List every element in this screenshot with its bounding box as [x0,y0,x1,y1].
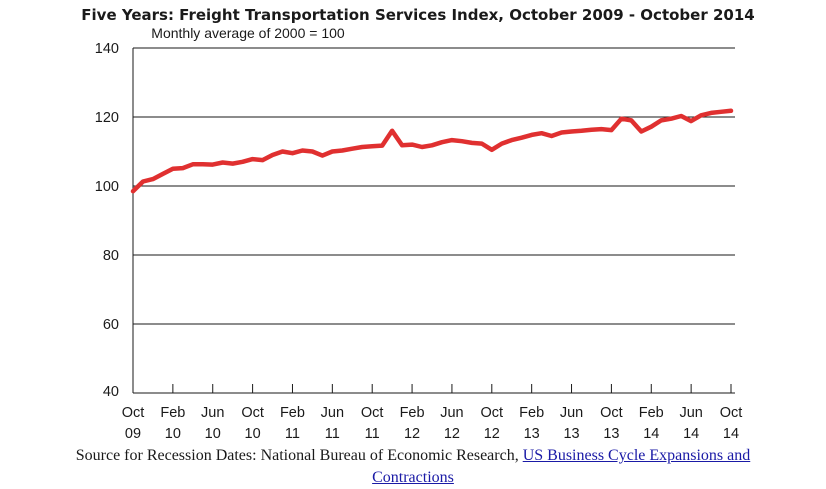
x-tick-month: Jun [321,405,344,421]
x-tick-year: 11 [365,426,380,442]
source-link[interactable]: US Business Cycle Expansions and Contract… [372,447,750,486]
x-tick-month: Jun [560,405,583,421]
y-tick-label: 40 [103,384,119,400]
source-link-line2: Contractions [372,469,454,486]
x-tick-year: 12 [444,426,460,442]
x-axis-ticks: Oct 09 Feb 10 Jun 10 Oct 10 Feb 11 Jun 11 Oct 11 Feb 12… [122,384,743,442]
source-link-line1: US Business Cycle Expansions and [522,447,751,464]
y-tick-label: 80 [103,248,119,264]
x-tick-year: 13 [524,426,540,442]
x-tick-year: 14 [723,426,739,442]
chart-title: Five Years: Freight Transportation Servi… [81,6,754,24]
x-tick-month: Feb [519,405,544,421]
x-tick-month: Jun [679,405,702,421]
chart-subtitle: Monthly average of 2000 = 100 [151,25,345,41]
x-tick-month: Feb [400,405,425,421]
x-tick-year: 12 [484,426,500,442]
x-tick-year: 12 [404,426,420,442]
x-tick-month: Oct [122,405,145,421]
y-axis-tick-labels: 140 120 100 80 60 40 [95,41,119,400]
x-tick-month: Feb [160,405,185,421]
y-tick-label: 100 [95,179,119,195]
gridlines [133,47,735,325]
x-tick-month: Feb [639,405,664,421]
x-tick-month: Oct [241,405,264,421]
x-tick-month: Oct [600,405,623,421]
x-tick-month: Jun [440,405,463,421]
source-text: Source for Recession Dates: National Bur… [75,447,523,464]
x-tick-month: Oct [481,405,504,421]
y-tick-label: 120 [95,110,119,126]
y-tick-label: 60 [103,317,119,333]
x-tick-month: Feb [280,405,305,421]
x-tick-year: 10 [205,426,221,442]
y-tick-label: 140 [95,41,119,57]
x-tick-year: 14 [643,426,659,442]
x-tick-year: 10 [165,426,181,442]
x-tick-month: Oct [361,405,384,421]
freight-index-chart: Five Years: Freight Transportation Servi… [81,6,754,442]
x-tick-year: 13 [563,426,579,442]
x-tick-year: 13 [603,426,619,442]
x-tick-month: Oct [720,405,743,421]
x-tick-year: 11 [285,426,300,442]
x-tick-year: 14 [683,426,699,442]
series-line [130,108,734,194]
x-tick-month: Jun [201,405,224,421]
x-tick-year: 10 [245,426,261,442]
source-note: Source for Recession Dates: National Bur… [0,445,826,489]
x-tick-year: 11 [325,426,340,442]
x-tick-year: 09 [125,426,141,442]
